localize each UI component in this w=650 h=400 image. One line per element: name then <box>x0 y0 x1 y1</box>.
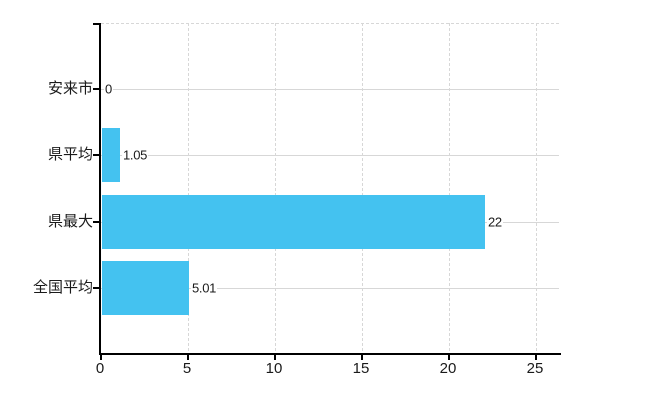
bar-row: 0 <box>93 56 559 122</box>
x-axis-tick-label: 20 <box>439 360 457 377</box>
y-axis-end-tick <box>93 23 99 25</box>
x-axis-tick <box>361 355 363 360</box>
x-axis-tick-label: 15 <box>352 360 370 377</box>
x-axis-tick <box>535 355 537 360</box>
x-axis-tick <box>448 355 450 360</box>
bar <box>102 195 485 249</box>
x-axis <box>99 353 561 355</box>
vertical-gridline <box>362 23 363 353</box>
y-axis-label: 県平均 <box>47 146 93 163</box>
y-axis-tick <box>93 154 99 156</box>
horizontal-gridline <box>101 89 559 90</box>
plot-top-border <box>101 23 559 24</box>
y-axis-label: 県最大 <box>47 213 93 230</box>
y-axis-tick <box>93 221 99 223</box>
x-axis-tick <box>187 355 189 360</box>
x-axis-tick-label: 5 <box>182 360 192 377</box>
vertical-gridline <box>188 23 189 353</box>
bar <box>102 128 120 182</box>
x-axis-tick-label: 10 <box>265 360 283 377</box>
x-axis-tick <box>274 355 276 360</box>
y-axis-label: 安来市 <box>47 80 93 97</box>
y-axis-label: 全国平均 <box>32 279 93 296</box>
bar-value-label: 5.01 <box>191 280 218 296</box>
y-axis-tick <box>93 287 99 289</box>
vertical-gridline <box>275 23 276 353</box>
y-axis <box>99 23 101 355</box>
bar-row: 1.05 <box>93 122 559 188</box>
bar-value-label: 22 <box>487 214 503 230</box>
x-axis-tick-label: 0 <box>95 360 105 377</box>
bar-row: 22 <box>93 189 559 255</box>
bar-row: 5.01 <box>93 255 559 321</box>
bar-value-label: 1.05 <box>122 147 149 163</box>
vertical-gridline <box>536 23 537 353</box>
plot-area: 0 1.05 22 5.01 0 <box>93 23 561 377</box>
bar <box>102 261 189 315</box>
y-axis-tick <box>93 88 99 90</box>
vertical-gridline <box>449 23 450 353</box>
horizontal-gridline <box>101 288 559 289</box>
x-axis-tick <box>100 355 102 360</box>
x-axis-tick-label: 25 <box>526 360 544 377</box>
bar-value-label: 0 <box>104 81 113 97</box>
horizontal-gridline <box>101 155 559 156</box>
